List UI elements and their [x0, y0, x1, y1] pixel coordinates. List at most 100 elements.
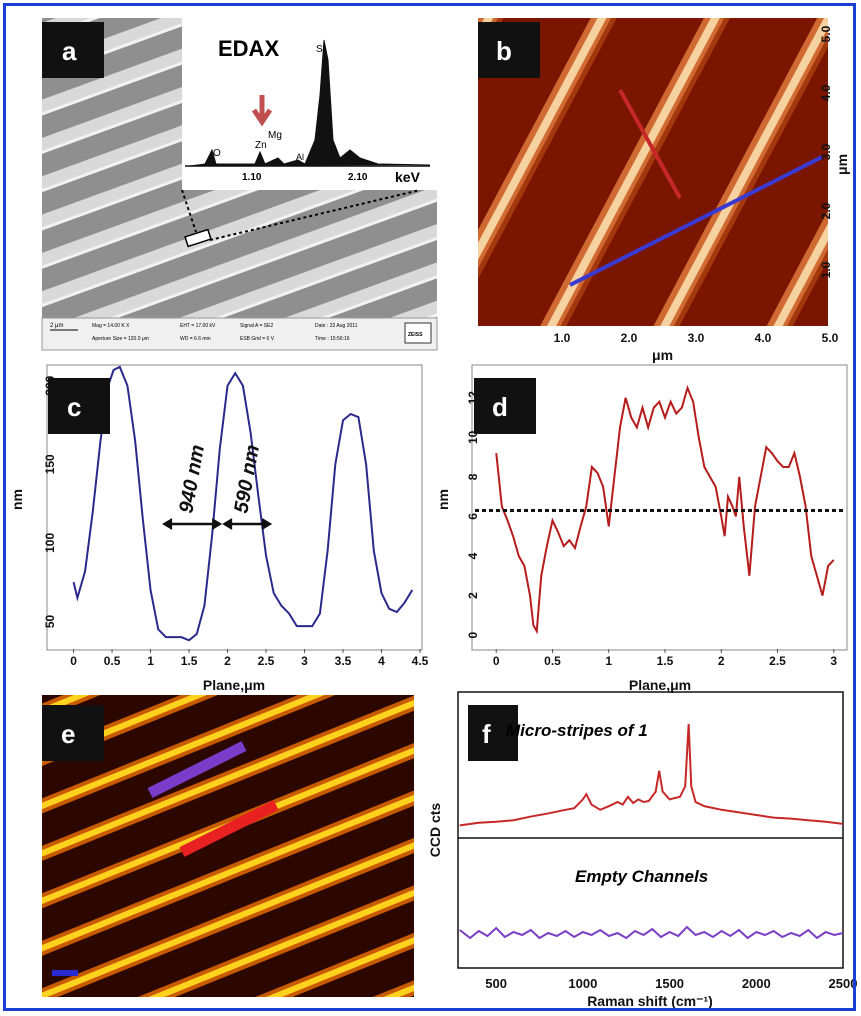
zn-arrow — [251, 95, 273, 127]
d-xtick: 2.5 — [769, 654, 786, 668]
svg-text:ZEISS: ZEISS — [408, 332, 423, 338]
wd-label: WD = 6.6 mm — [180, 336, 211, 342]
c-ytick: 50 — [43, 614, 57, 628]
mag-label: Mag = 14.00 K X — [92, 323, 130, 329]
d-ytick: 0 — [466, 631, 480, 638]
panel-b-label-box — [478, 22, 540, 78]
c-ytick: 100 — [43, 533, 57, 553]
svg-text:Al: Al — [296, 152, 304, 162]
panel-f-xlabel: Raman shift (cm⁻¹) — [587, 993, 713, 1009]
c-xtick: 1.5 — [181, 654, 198, 668]
panel-c-label-box — [48, 378, 110, 434]
c-xtick: 4.5 — [412, 654, 429, 668]
b-ytick: 1.0 — [819, 261, 833, 278]
c-xtick: 4 — [378, 654, 385, 668]
signal-label: Signal A = SE2 — [240, 323, 273, 329]
c-xtick: 3 — [301, 654, 308, 668]
panel-b-ylabel: μm — [834, 154, 850, 175]
panel-a-label-box — [42, 22, 104, 78]
svg-text:2.10: 2.10 — [348, 172, 368, 183]
f-xtick: 1500 — [655, 976, 684, 991]
panel-b-xlabel: μm — [652, 347, 673, 363]
panel-c-xlabel: Plane,μm — [203, 677, 265, 693]
panel-b: b 1.0 2.0 3.0 4.0 5.0 1.0 2.0 3.0 4.0 5.0 μm μm — [478, 18, 850, 363]
panel-c-ylabel: nm — [9, 489, 25, 510]
d-xtick: 0 — [493, 654, 500, 668]
panel-d-label: d — [492, 392, 508, 422]
f-xtick: 1000 — [568, 976, 597, 991]
d-xtick: 3 — [830, 654, 837, 668]
raman-scalebar — [52, 970, 78, 976]
panel-d-xlabel: Plane,μm — [629, 677, 691, 693]
afm-blue-line — [569, 155, 823, 287]
edax-inset: EDAX O Zn Mg Al Si 1.10 2.10 keV — [182, 18, 437, 190]
d-ytick: 6 — [466, 513, 480, 520]
b-ytick: 2.0 — [819, 202, 833, 219]
time-label: Time : 15:56:16 — [315, 336, 350, 342]
aperture-label: Aperture Size = 120.0 μm — [92, 336, 149, 342]
d-xtick: 1.5 — [657, 654, 674, 668]
d-ytick: 4 — [466, 552, 480, 559]
eht-label: EHT = 17.00 kV — [180, 323, 216, 329]
svg-text:Mg: Mg — [268, 130, 282, 141]
f-xtick: 2000 — [742, 976, 771, 991]
panel-f-label-box — [468, 705, 518, 761]
svg-text:1.10: 1.10 — [242, 172, 262, 183]
edax-title: EDAX — [218, 36, 279, 61]
f-line-empty-channels — [459, 925, 844, 940]
b-ytick: 4.0 — [819, 84, 833, 101]
analysis-spot — [184, 228, 212, 248]
edax-xlabel: keV — [395, 169, 421, 185]
c-xtick: 0 — [70, 654, 77, 668]
panel-a: 2 μm Mag = 14.00 K X Aperture Size = 120… — [41, 18, 438, 351]
d-xtick: 1 — [605, 654, 612, 668]
c-annot-head-left — [162, 518, 173, 530]
d-line — [495, 384, 835, 635]
f-line-micro-stripes — [459, 723, 844, 827]
b-xtick: 3.0 — [688, 331, 705, 345]
b-xtick: 2.0 — [621, 331, 638, 345]
spectrum-top-title: Micro-stripes of 1 — [506, 721, 648, 740]
panel-e-label: e — [61, 719, 75, 749]
panel-b-label: b — [496, 36, 512, 66]
scale-label: 2 μm — [50, 323, 63, 329]
spectrum-bottom-title: Empty Channels — [575, 867, 708, 886]
sem-footer — [41, 317, 438, 351]
svg-text:Si: Si — [316, 44, 325, 55]
panel-a-label: a — [62, 36, 77, 66]
c-xtick: 0.5 — [104, 654, 121, 668]
svg-text:O: O — [213, 148, 221, 159]
b-xtick: 1.0 — [554, 331, 571, 345]
figure-frame — [3, 3, 856, 1011]
b-xtick: 4.0 — [755, 331, 772, 345]
c-annot-head-left — [222, 518, 233, 530]
panel-f-label: f — [482, 719, 491, 749]
c-ytick: 150 — [43, 454, 57, 474]
f-xtick: 2500 — [829, 976, 858, 991]
zeiss-logo — [404, 322, 432, 344]
afm-red-line — [618, 89, 682, 199]
edax-spectrum — [189, 39, 431, 167]
c-xtick: 3.5 — [335, 654, 352, 668]
d-ytick: 8 — [466, 473, 480, 480]
b-ytick: 5.0 — [819, 25, 833, 42]
panel-e: e — [42, 695, 414, 997]
c-line — [72, 365, 414, 642]
esb-label: ESB Grid = 0 V — [240, 336, 275, 342]
panel-e-label-box — [42, 705, 104, 761]
raman-red-bar — [179, 800, 279, 857]
d-xtick: 0.5 — [544, 654, 561, 668]
panel-d-label-box — [474, 378, 536, 434]
d-xtick: 2 — [718, 654, 725, 668]
panel-f: 500 1000 1500 2000 2500 f Micro-stripes of 1… — [427, 691, 858, 1009]
panel-c-label: c — [67, 392, 81, 422]
d-ytick: 2 — [466, 592, 480, 599]
raman-purple-bar — [147, 741, 247, 798]
b-ytick: 3.0 — [819, 143, 833, 160]
c-xtick: 2 — [224, 654, 231, 668]
b-xtick: 5.0 — [822, 331, 839, 345]
panel-f-ylabel: CCD cts — [427, 803, 443, 858]
c-xtick: 1 — [147, 654, 154, 668]
